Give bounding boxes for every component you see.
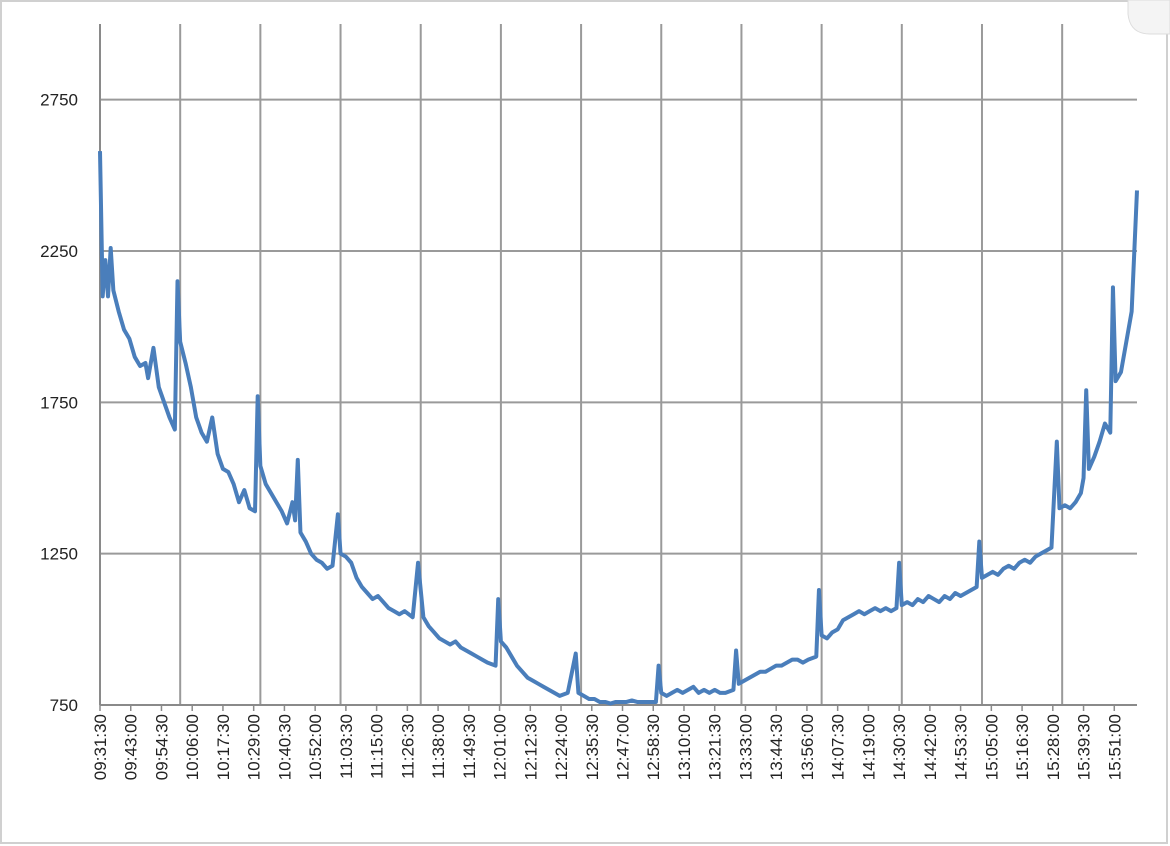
grid [99,24,1137,711]
x-tick-label: 15:28:00 [1044,714,1063,780]
x-tick-label: 09:54:30 [152,714,171,780]
x-tick-label: 11:38:00 [429,714,448,779]
y-tick-label: 2250 [40,242,78,261]
x-tick-label: 12:58:30 [644,714,663,780]
x-tick-label: 10:52:00 [306,714,325,780]
x-tick-label: 14:19:00 [859,714,878,780]
x-tick-label: 09:31:30 [91,714,110,780]
y-tick-label: 750 [50,696,78,715]
x-tick-label: 13:44:30 [767,714,786,780]
series [98,151,1139,706]
x-tick-label: 13:56:00 [798,714,817,780]
labels: 750 1250 1750 2250 2750 09:31:30 09:43:00 09:54… [40,91,1124,781]
x-tick-label: 10:06:00 [183,714,202,780]
x-tick-label: 14:07:30 [829,714,848,780]
x-tick-label: 11:15:00 [368,714,387,779]
x-tick-label: 15:05:00 [982,714,1001,780]
x-tick-label: 11:03:30 [337,714,356,779]
x-tick-label: 15:51:00 [1105,714,1124,780]
y-tick-label: 1250 [40,545,78,564]
x-tick-label: 12:12:30 [521,714,540,780]
x-tick-label: 12:35:30 [583,714,602,780]
y-tick-label: 2750 [40,91,78,110]
x-tick-label: 14:53:30 [952,714,971,780]
x-tick-label: 14:30:30 [890,714,909,780]
x-tick-label: 10:17:30 [214,714,233,780]
page-corner [1127,0,1170,35]
x-tick-label: 11:49:30 [460,714,479,779]
x-tick-label: 12:24:00 [552,714,571,780]
x-tick-label: 13:33:00 [736,714,755,780]
x-tick-label: 15:39:30 [1075,714,1094,780]
x-tick-label: 11:26:30 [398,714,417,779]
x-tick-label: 14:42:00 [921,714,940,780]
x-tick-label: 10:40:30 [275,714,294,780]
x-tick-label: 09:43:00 [122,714,141,780]
y-tick-label: 1750 [40,393,78,412]
line [98,151,1139,706]
x-tick-label: 12:01:00 [491,714,510,780]
x-tick-label: 12:47:00 [614,714,633,780]
x-tick-label: 15:16:30 [1013,714,1032,780]
x-tick-label: 13:21:30 [706,714,725,780]
x-tick-label: 13:10:00 [675,714,694,780]
x-tick-label: 10:29:00 [245,714,264,780]
